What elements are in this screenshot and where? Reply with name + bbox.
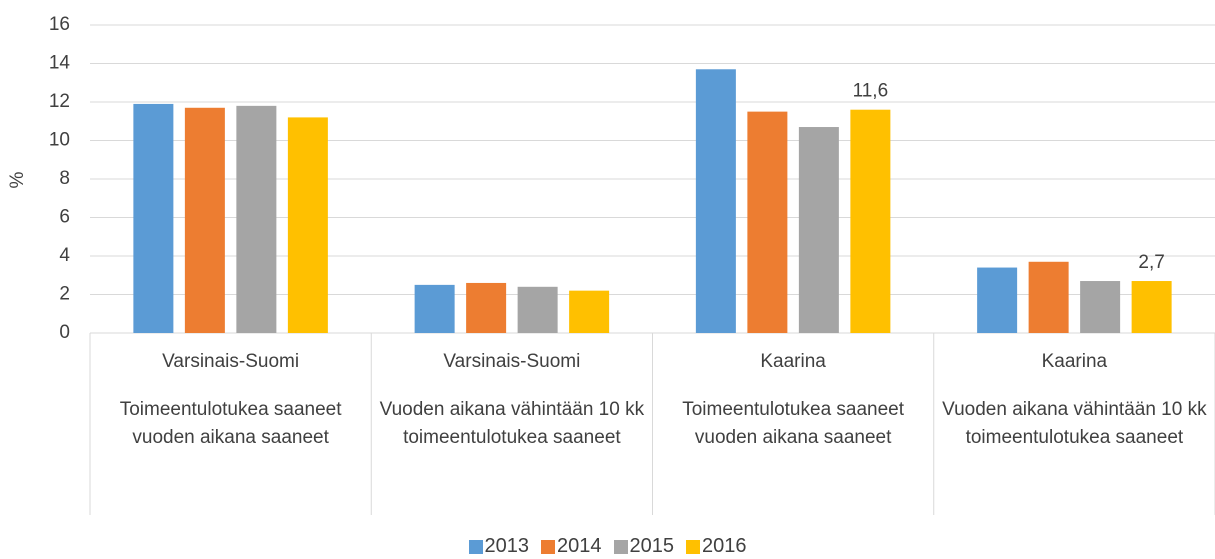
- bar: [466, 282, 507, 333]
- subcategory-label: Toimeentulotukea saaneet vuoden aikana s…: [682, 399, 905, 448]
- category-label: Varsinais-Suomi: [162, 351, 300, 372]
- bar: [747, 111, 788, 333]
- bar: [977, 267, 1018, 333]
- legend-swatch: [613, 539, 628, 554]
- y-tick-label: 14: [49, 53, 71, 74]
- bar: [695, 69, 736, 334]
- bar: [184, 107, 225, 334]
- legend-item: 2014: [541, 535, 602, 558]
- legend: 2013 2014 2015 2016: [0, 535, 1215, 558]
- category-label: Kaarina: [760, 351, 826, 372]
- bar: [1080, 281, 1121, 333]
- bar: [569, 290, 610, 333]
- y-tick-label: 10: [49, 130, 70, 151]
- legend-swatch: [686, 539, 700, 554]
- legend-item: 2015: [613, 535, 675, 558]
- y-tick-label: 4: [59, 245, 70, 266]
- subcategory-label: Toimeentulotukea saaneet vuoden aikana s…: [119, 399, 342, 448]
- bar: [133, 103, 174, 333]
- category-label: Varsinais-Suomi: [443, 351, 581, 372]
- y-tick-label: 12: [49, 91, 70, 112]
- legend-label: 2013: [484, 535, 530, 557]
- y-tick-label: 6: [59, 207, 70, 228]
- y-tick-label: 0: [59, 322, 70, 343]
- subcategory-label: Vuoden aikana vähintään 10 kk toimeentul…: [942, 399, 1207, 448]
- bar: [1131, 281, 1172, 333]
- bar: [1028, 261, 1069, 333]
- legend-item: 2013: [468, 535, 530, 558]
- y-tick-label: 8: [59, 168, 70, 189]
- subcategory-label: Vuoden aikana vähintään 10 kk toimeentul…: [379, 399, 645, 448]
- bar: [517, 286, 558, 333]
- legend-label: 2016: [702, 535, 747, 557]
- y-tick-label: 16: [49, 14, 70, 35]
- legend-item: 2016: [686, 535, 747, 558]
- bar: [850, 109, 891, 333]
- legend-swatch: [468, 539, 483, 554]
- y-axis-label: %: [7, 171, 28, 188]
- legend-label: 2014: [557, 535, 602, 557]
- legend-swatch: [541, 539, 555, 554]
- bar: [414, 284, 455, 333]
- bar: [798, 127, 839, 334]
- data-label: 2,7: [1138, 252, 1164, 273]
- y-tick-label: 2: [59, 284, 70, 305]
- data-label: 11,6: [853, 81, 889, 102]
- bar: [287, 117, 328, 334]
- legend-label: 2015: [629, 535, 675, 557]
- category-label: Kaarina: [1041, 351, 1108, 372]
- bar: [236, 105, 277, 333]
